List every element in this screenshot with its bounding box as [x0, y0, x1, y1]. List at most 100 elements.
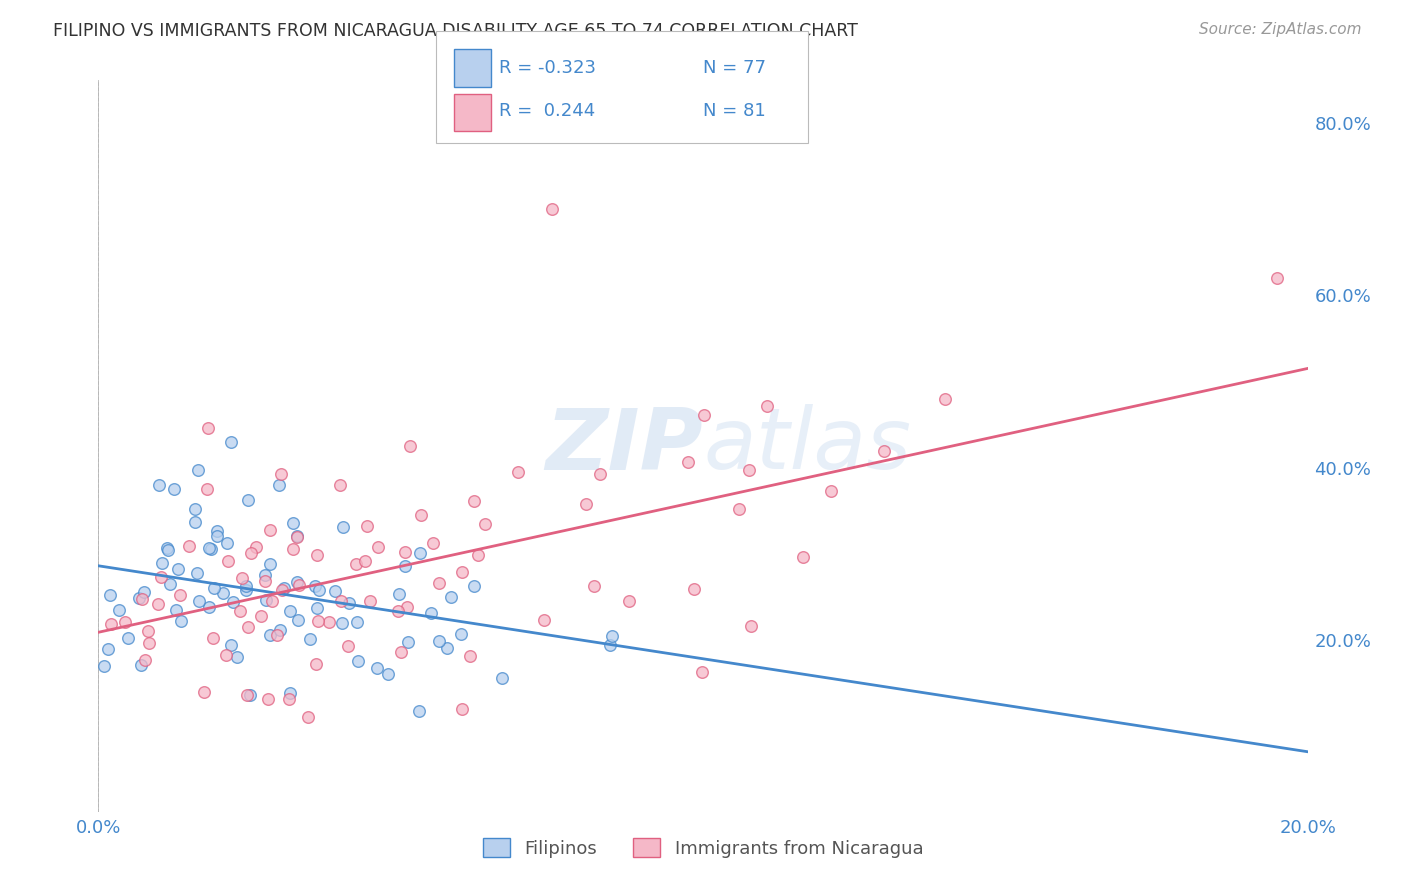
Point: [202, 631, 225, 645]
Point: [394, 559, 416, 574]
Point: [221, 434, 243, 449]
Point: [692, 665, 714, 679]
Point: [429, 633, 451, 648]
Point: [217, 535, 239, 549]
Text: FILIPINO VS IMMIGRANTS FROM NICARAGUA DISABILITY AGE 65 TO 74 CORRELATION CHART: FILIPINO VS IMMIGRANTS FROM NICARAGUA DI…: [53, 22, 858, 40]
Point: [367, 540, 389, 554]
Point: [170, 615, 193, 629]
Point: [318, 615, 340, 630]
Point: [297, 710, 319, 724]
Point: [138, 636, 160, 650]
Point: [491, 671, 513, 685]
Point: [259, 557, 281, 571]
Point: [540, 202, 562, 217]
Point: [149, 569, 172, 583]
Point: [420, 606, 443, 620]
Point: [100, 589, 122, 603]
Point: [132, 584, 155, 599]
Point: [308, 582, 330, 597]
Point: [934, 392, 956, 406]
Point: [245, 540, 267, 554]
Point: [467, 548, 489, 562]
Point: [474, 516, 496, 531]
Point: [792, 549, 814, 564]
Point: [396, 635, 419, 649]
Point: [440, 590, 463, 604]
Point: [148, 598, 170, 612]
Point: [329, 594, 352, 608]
Point: [267, 478, 290, 492]
Point: [266, 628, 288, 642]
Point: [682, 582, 704, 596]
Point: [299, 632, 322, 646]
Point: [260, 594, 283, 608]
Point: [329, 477, 352, 491]
Point: [269, 623, 291, 637]
Point: [200, 542, 222, 557]
Point: [506, 465, 529, 479]
Point: [344, 558, 367, 572]
Point: [184, 516, 207, 530]
Point: [533, 613, 555, 627]
Point: [409, 508, 432, 523]
Point: [136, 624, 159, 639]
Point: [409, 546, 432, 560]
Point: [285, 530, 308, 544]
Text: atlas: atlas: [703, 404, 911, 488]
Point: [254, 574, 277, 588]
Point: [108, 603, 131, 617]
Point: [399, 439, 422, 453]
Point: [100, 617, 122, 632]
Point: [285, 575, 308, 590]
Text: ZIP: ZIP: [546, 404, 703, 488]
Point: [337, 596, 360, 610]
Point: [155, 541, 177, 555]
Point: [387, 604, 409, 618]
Point: [226, 649, 249, 664]
Point: [235, 582, 257, 597]
Point: [356, 518, 378, 533]
Point: [323, 584, 346, 599]
Point: [238, 493, 260, 508]
Point: [305, 601, 328, 615]
Point: [253, 567, 276, 582]
Point: [346, 654, 368, 668]
Point: [128, 591, 150, 605]
Point: [277, 691, 299, 706]
Point: [129, 658, 152, 673]
Point: [463, 579, 485, 593]
Point: [114, 615, 136, 630]
Point: [165, 603, 187, 617]
Point: [256, 692, 278, 706]
Point: [228, 604, 250, 618]
Point: [207, 524, 229, 538]
Point: [436, 640, 458, 655]
Point: [259, 628, 281, 642]
Text: Source: ZipAtlas.com: Source: ZipAtlas.com: [1198, 22, 1361, 37]
Text: R =  0.244: R = 0.244: [499, 103, 595, 120]
Point: [287, 577, 309, 591]
Point: [307, 548, 329, 562]
Point: [217, 554, 239, 568]
Point: [332, 519, 354, 533]
Point: [458, 648, 481, 663]
Point: [159, 577, 181, 591]
Point: [148, 477, 170, 491]
Point: [820, 484, 842, 499]
Point: [377, 667, 399, 681]
Point: [756, 399, 779, 413]
Point: [187, 594, 209, 608]
Point: [249, 609, 271, 624]
Point: [212, 585, 235, 599]
Point: [676, 455, 699, 469]
Point: [353, 554, 375, 568]
Point: [215, 648, 238, 662]
Point: [330, 615, 353, 630]
Point: [582, 579, 605, 593]
Point: [366, 661, 388, 675]
Point: [197, 482, 219, 496]
Point: [166, 562, 188, 576]
Point: [186, 566, 208, 581]
Point: [270, 582, 292, 597]
Point: [278, 604, 301, 618]
